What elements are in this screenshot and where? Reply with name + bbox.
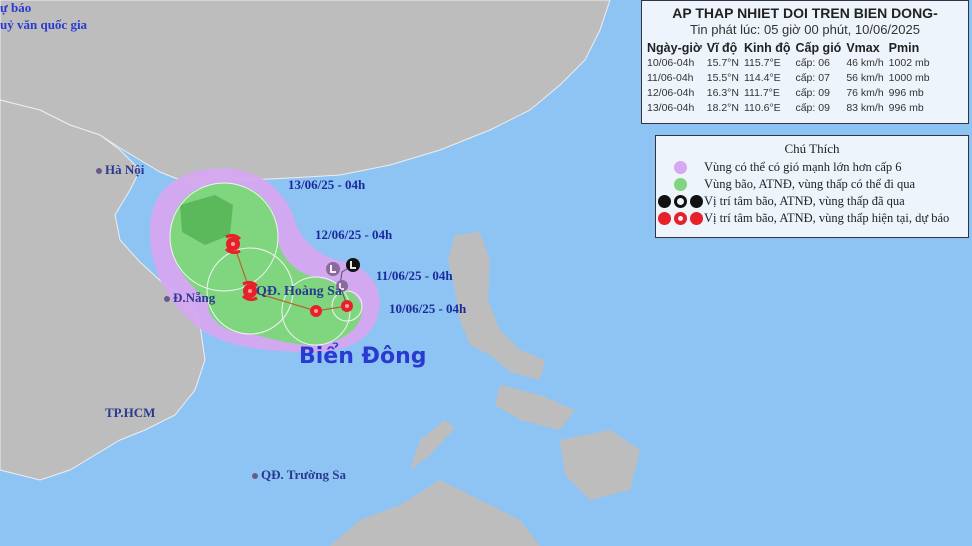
- table-cell: 114.4°E: [743, 72, 781, 84]
- issued-time: Tin phát lúc: 05 giờ 00 phút, 10/06/2025: [690, 22, 920, 37]
- table-cell: 56 km/h: [846, 72, 884, 84]
- table-cell: 15.7°N: [706, 57, 739, 69]
- past-low-icon: [336, 280, 348, 292]
- low-red-icon: [689, 212, 703, 225]
- col-header: Ngày-giờ: [647, 41, 702, 55]
- land-mindanao: [560, 430, 640, 500]
- table-cell: 13/06-04h: [647, 102, 695, 114]
- low-black-icon: [689, 195, 703, 208]
- current-depression-icon: [341, 300, 353, 312]
- col-header: Cấp gió: [795, 41, 842, 55]
- land-luzon: [448, 232, 545, 380]
- table-cell: 115.7°E: [743, 57, 781, 69]
- place-truongsa: QĐ. Trường Sa: [252, 467, 346, 483]
- agency-text: uỷ văn quốc gia: [0, 17, 88, 32]
- storm-info-panel: AP THAP NHIET DOI TREN BIEN DONG- Tin ph…: [641, 0, 969, 124]
- place-label: TP.HCM: [105, 405, 156, 420]
- table-cell: 996 mb: [888, 87, 924, 99]
- table-cell: 12/06-04h: [647, 87, 695, 99]
- land-palawan: [410, 420, 455, 470]
- land-hainan-overlay: [180, 195, 233, 245]
- legend-panel: Chú Thích Vùng có thể có gió mạnh lớn hơ…: [655, 135, 969, 238]
- legend-item: Vùng bão, ATNĐ, vùng thấp có thể đi qua: [656, 176, 968, 193]
- table-cell: 10/06-04h: [647, 57, 695, 69]
- depression-red-icon: [673, 212, 687, 225]
- bulletin-title: AP THAP NHIET DOI TREN BIEN DONG-: [672, 5, 938, 21]
- table-cell: cấp: 07: [795, 72, 830, 84]
- table-cell: 15.5°N: [706, 72, 739, 84]
- table-cell: cấp: 09: [795, 87, 830, 99]
- table-row: 13/06-04h 18.2°N 110.6°E cấp: 09 83 km/h 996 …: [647, 101, 935, 116]
- forecast-track: [232, 241, 348, 312]
- place-label: Hà Nội: [105, 162, 145, 177]
- past-low-icon: [346, 258, 360, 272]
- forecast-storm-icon: [241, 280, 259, 302]
- forecast-time-label: 13/06/25 - 04h: [288, 177, 366, 192]
- table-header: Ngày-giờ Vĩ độ Kinh độ Cấp gió Vmax Pmin: [647, 40, 935, 56]
- legend-label: Vùng bão, ATNĐ, vùng thấp có thể đi qua: [704, 177, 916, 191]
- legend-item: Vùng có thể có gió mạnh lớn hơn cấp 6: [656, 159, 968, 176]
- table-cell: 76 km/h: [846, 87, 884, 99]
- forecast-time-label: 10/06/25 - 04h: [389, 301, 467, 316]
- table-row: 12/06-04h 16.3°N 111.7°E cấp: 09 76 km/h 996 …: [647, 86, 935, 101]
- forecast-storm-icon: [224, 233, 242, 255]
- table-cell: 110.6°E: [743, 102, 781, 114]
- forecast-time-label: 12/06/25 - 04h: [315, 227, 393, 242]
- place-label: Đ.Nẵng: [173, 290, 216, 305]
- green-circle-icon: [673, 178, 687, 191]
- table-cell: 1002 mb: [888, 57, 930, 69]
- legend-title: Chú Thích: [784, 141, 840, 156]
- storm-red-icon: [657, 212, 671, 225]
- table-cell: 18.2°N: [706, 102, 739, 114]
- forecast-time-label: 11/06/25 - 04h: [376, 268, 453, 283]
- legend-item: Vị trí tâm bão, ATNĐ, vùng thấp đã qua: [656, 193, 968, 210]
- table-row: 10/06-04h 15.7°N 115.7°E cấp: 06 46 km/h 1002…: [647, 56, 935, 71]
- forecast-table: Ngày-giờ Vĩ độ Kinh độ Cấp gió Vmax Pmin…: [647, 40, 935, 116]
- purple-circle-icon: [673, 161, 687, 174]
- table-cell: 83 km/h: [846, 102, 884, 114]
- table-cell: 996 mb: [888, 102, 924, 114]
- agency-text: ự báo: [0, 0, 32, 15]
- table-cell: 111.7°E: [743, 87, 780, 99]
- table-cell: cấp: 06: [795, 57, 830, 69]
- place-hoangsa: QĐ. Hoàng Sa: [256, 284, 342, 299]
- island-dot-icon: [252, 473, 258, 480]
- place-hcm: TP.HCM: [105, 405, 155, 421]
- table-cell: 16.3°N: [706, 87, 739, 99]
- table-cell: cấp: 09: [795, 102, 830, 114]
- uncertainty-circle-12: [206, 247, 294, 335]
- land-taiwan: [465, 72, 495, 125]
- uncertainty-circle-13: [169, 182, 279, 292]
- past-low-icon: [326, 262, 340, 276]
- depression-black-icon: [673, 195, 687, 208]
- land-borneo: [330, 480, 540, 546]
- col-header: Pmin: [888, 41, 920, 55]
- storm-black-icon: [657, 195, 671, 208]
- city-dot-icon: [164, 296, 170, 303]
- legend-label: Vùng có thể có gió mạnh lớn hơn cấp 6: [704, 160, 902, 174]
- col-header: Vmax: [846, 41, 880, 55]
- table-cell: 46 km/h: [846, 57, 884, 69]
- col-header: Vĩ độ: [706, 41, 738, 55]
- table-cell: 11/06-04h: [647, 72, 694, 84]
- forecast-depression-icon: [310, 305, 322, 317]
- place-danang: Đ.Nẵng: [164, 290, 215, 306]
- land-visayas: [495, 385, 575, 430]
- table-cell: 1000 mb: [888, 72, 930, 84]
- uncertainty-circle-10: [331, 290, 363, 322]
- table-row: 11/06-04h 15.5°N 114.4°E cấp: 07 56 km/h 1000…: [647, 71, 935, 86]
- legend-label: Vị trí tâm bão, ATNĐ, vùng thấp đã qua: [704, 194, 905, 208]
- place-hanoi: Hà Nội: [96, 162, 144, 178]
- place-label: QĐ. Trường Sa: [261, 467, 346, 482]
- legend-label: Vị trí tâm bão, ATNĐ, vùng thấp hiện tại…: [704, 211, 950, 225]
- place-biendong: Biển Đông: [299, 344, 427, 369]
- legend-item: Vị trí tâm bão, ATNĐ, vùng thấp hiện tại…: [656, 210, 968, 227]
- col-header: Kinh độ: [743, 41, 791, 55]
- city-dot-icon: [96, 168, 102, 175]
